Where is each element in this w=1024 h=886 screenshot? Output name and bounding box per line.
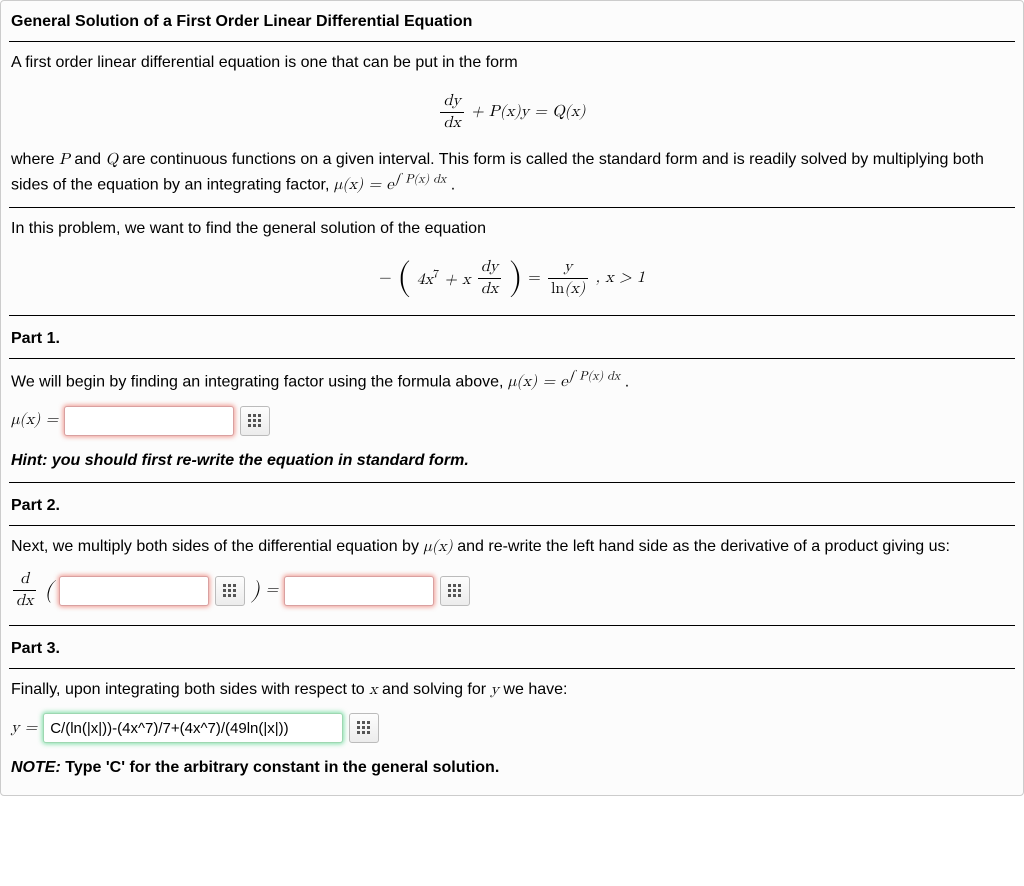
part3-note: NOTE: Type 'C' for the arbitrary constan…	[9, 755, 1015, 787]
part1-mu-input[interactable]	[64, 406, 234, 436]
keypad-button[interactable]	[240, 406, 270, 436]
part3-y-label: y =	[11, 719, 37, 738]
equation-problem: − ( 4x7 + x dy dx ) = y ln(x) , x > 1	[9, 248, 1015, 313]
part2-rparen: )	[251, 578, 260, 604]
part1-answer-row: μ(x) =	[9, 402, 1015, 448]
part2-equals: =	[266, 581, 278, 600]
divider	[9, 525, 1015, 526]
intro-text: A first order linear differential equati…	[9, 50, 1015, 82]
divider	[9, 315, 1015, 316]
keypad-button[interactable]	[215, 576, 245, 606]
keypad-icon	[448, 584, 462, 598]
part1-text: We will begin by finding an integrating …	[9, 367, 1015, 402]
part2-lparen: (	[44, 578, 53, 604]
eq1-dx: dx	[440, 113, 463, 133]
problem-container: General Solution of a First Order Linear…	[0, 0, 1024, 796]
part2-answer-row: d dx ( ) =	[9, 566, 1015, 623]
problem-intro: In this problem, we want to find the gen…	[9, 216, 1015, 248]
keypad-icon	[357, 721, 371, 735]
eq1-dy: dy	[440, 92, 463, 113]
part1-heading: Part 1.	[9, 324, 1015, 356]
divider	[9, 207, 1015, 208]
divider	[9, 668, 1015, 669]
divider	[9, 625, 1015, 626]
part1-hint: Hint: you should first re-write the equa…	[9, 448, 1015, 480]
keypad-icon	[223, 584, 237, 598]
part3-y-input[interactable]	[43, 713, 343, 743]
part2-text: Next, we multiply both sides of the diff…	[9, 534, 1015, 566]
part3-heading: Part 3.	[9, 634, 1015, 666]
page-title: General Solution of a First Order Linear…	[9, 9, 1015, 39]
keypad-button[interactable]	[440, 576, 470, 606]
keypad-button[interactable]	[349, 713, 379, 743]
divider	[9, 41, 1015, 42]
divider	[9, 482, 1015, 483]
eq2-dy: dy	[478, 258, 501, 279]
part2-input-left[interactable]	[59, 576, 209, 606]
equation-standard-form: dy dx + P(x)y = Q(x)	[9, 82, 1015, 147]
part3-text: Finally, upon integrating both sides wit…	[9, 677, 1015, 709]
part2-input-right[interactable]	[284, 576, 434, 606]
part3-answer-row: y =	[9, 709, 1015, 755]
part2-heading: Part 2.	[9, 491, 1015, 523]
keypad-icon	[248, 414, 262, 428]
where-text: where P and Q are continuous functions o…	[9, 147, 1015, 204]
eq1-rest: + P(x)y = Q(x)	[466, 104, 586, 120]
divider	[9, 358, 1015, 359]
eq2-dx: dx	[478, 279, 501, 299]
part1-mu-label: μ(x) =	[11, 411, 58, 430]
